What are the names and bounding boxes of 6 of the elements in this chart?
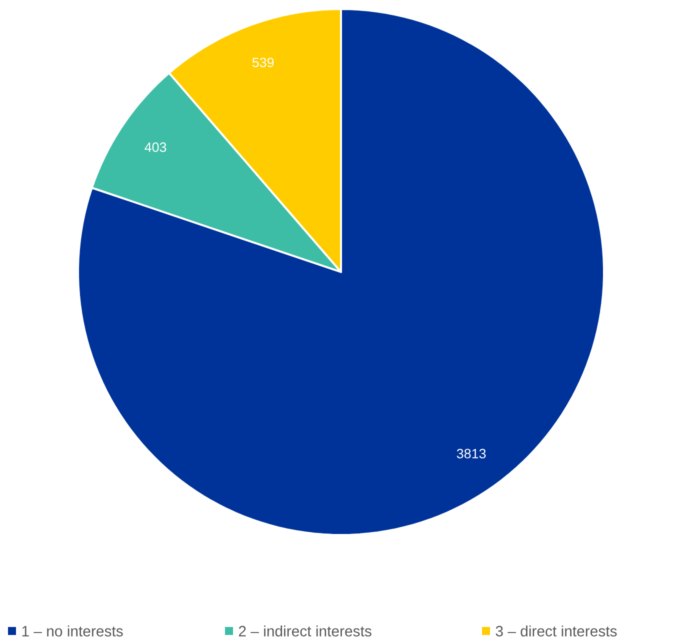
data-label: 539 xyxy=(252,58,274,68)
legend-label: 1 – no interests xyxy=(22,625,123,636)
legend-label: 3 – direct interests xyxy=(496,625,617,636)
data-label: 3813 xyxy=(456,448,486,458)
legend-label: 2 – indirect interests xyxy=(238,625,372,636)
data-label: 403 xyxy=(144,142,166,152)
